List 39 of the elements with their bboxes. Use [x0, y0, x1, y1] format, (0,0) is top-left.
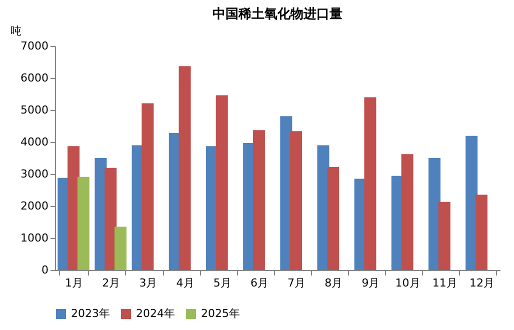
bar [114, 226, 127, 270]
bar [364, 97, 376, 270]
bar [178, 66, 191, 270]
y-tick-label: 5000 [20, 104, 48, 116]
bar [475, 194, 488, 270]
bar [438, 202, 450, 270]
x-tick-label: 10月 [395, 276, 420, 290]
bar [252, 130, 265, 270]
x-tick-label: 7月 [288, 276, 306, 290]
x-tick-label: 4月 [176, 276, 194, 290]
y-tick-label: 1000 [20, 232, 48, 244]
bar [142, 103, 154, 270]
x-tick-label: 11月 [432, 276, 458, 290]
y-tick-label: 4000 [20, 136, 48, 148]
y-tick-label: 0 [42, 264, 48, 276]
x-tick-label: 8月 [324, 276, 343, 290]
x-tick-label: 12月 [469, 276, 494, 290]
bar [401, 154, 414, 270]
x-tick-label: 9月 [362, 276, 380, 290]
bar [327, 166, 340, 270]
y-tick-label: 3000 [20, 168, 48, 180]
bar [216, 95, 228, 270]
x-tick-label: 6月 [250, 276, 268, 290]
legend-label: 2025年 [201, 307, 240, 320]
x-tick-label: 5月 [213, 276, 232, 290]
y-axis-title: 吨 [10, 24, 22, 38]
bar [77, 176, 90, 270]
bar [104, 168, 117, 270]
legend-label: 2023年 [71, 307, 110, 320]
bar [466, 136, 478, 270]
chart-title: 中国稀土氧化物进口量 [212, 7, 342, 22]
y-tick-label: 7000 [20, 40, 48, 52]
bar [290, 131, 302, 270]
x-tick-label: 1月 [65, 276, 84, 290]
y-tick-label: 2000 [20, 200, 48, 212]
x-tick-label: 3月 [139, 276, 158, 290]
legend-label: 2024年 [136, 307, 175, 320]
x-tick-label: 2月 [102, 276, 120, 290]
y-tick-label: 6000 [20, 72, 48, 84]
